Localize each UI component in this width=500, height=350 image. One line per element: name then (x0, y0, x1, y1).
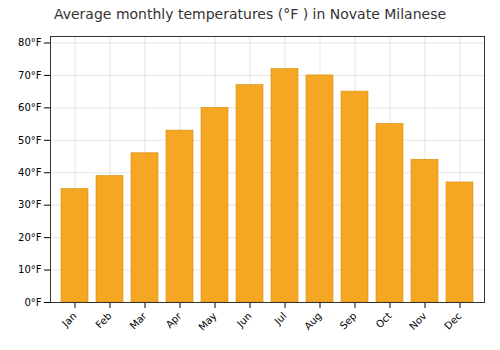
html-text:Average monthly temperatures (: Average monthly temperatures (°F ) in No… (53, 6, 447, 22)
svg-text:Dec: Dec (442, 310, 463, 331)
svg-text:Feb: Feb (93, 310, 113, 330)
svg-text:80°F: 80°F (18, 37, 42, 48)
svg-text:Jun: Jun (234, 310, 254, 330)
svg-text:Apr: Apr (164, 310, 185, 331)
svg-text:Sep: Sep (338, 310, 359, 331)
svg-text:Jan: Jan (59, 310, 78, 329)
svg-text:Nov: Nov (407, 310, 429, 332)
svg-text:30°F: 30°F (18, 199, 42, 210)
svg-text:70°F: 70°F (18, 70, 42, 81)
svg-text:Mar: Mar (128, 310, 150, 332)
svg-text:40°F: 40°F (18, 167, 42, 178)
svg-text:Jul: Jul (272, 310, 289, 327)
svg-text:10°F: 10°F (18, 264, 42, 275)
svg-text:May: May (196, 310, 218, 332)
svg-text:Oct: Oct (374, 310, 394, 330)
svg-text:60°F: 60°F (18, 102, 42, 113)
svg-text:0°F: 0°F (24, 297, 41, 308)
svg-text:Aug: Aug (302, 310, 324, 332)
svg-text:50°F: 50°F (18, 135, 42, 146)
svg-text:20°F: 20°F (18, 232, 42, 243)
